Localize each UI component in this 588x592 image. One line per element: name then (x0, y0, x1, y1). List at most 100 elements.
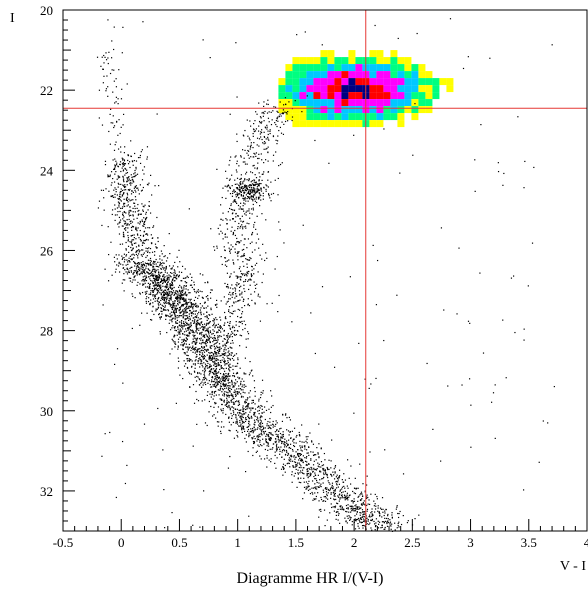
star-point (241, 293, 243, 295)
star-point (147, 268, 149, 270)
star-point (276, 118, 278, 120)
star-point (146, 255, 148, 257)
star-point (257, 190, 259, 192)
star-point (209, 352, 211, 354)
star-point (253, 224, 255, 226)
star-point (208, 374, 210, 376)
star-point (547, 422, 549, 424)
star-point (233, 326, 235, 329)
star-point (301, 445, 303, 447)
star-point (346, 511, 348, 513)
star-point (223, 329, 225, 332)
density-cell (418, 92, 426, 100)
star-point (131, 244, 133, 246)
star-point (252, 183, 255, 186)
star-point (124, 146, 126, 148)
star-point (279, 101, 281, 103)
star-point (279, 229, 281, 231)
star-point (202, 355, 204, 358)
star-point (267, 171, 269, 173)
star-point (390, 525, 392, 527)
star-point (182, 297, 184, 300)
star-point (333, 510, 335, 512)
star-point (233, 302, 235, 304)
star-point (252, 203, 254, 206)
density-cell (348, 71, 356, 79)
star-point (251, 429, 253, 432)
star-point (191, 303, 193, 305)
star-point (282, 433, 284, 436)
star-point (283, 104, 285, 106)
star-point (154, 271, 156, 274)
star-point (265, 148, 267, 150)
star-point (231, 296, 233, 298)
star-point (147, 300, 150, 303)
star-point (316, 468, 318, 470)
star-point (226, 377, 228, 380)
star-point (252, 200, 254, 202)
star-point (287, 430, 290, 432)
star-point (176, 308, 178, 310)
star-point (235, 414, 237, 416)
density-cell (411, 71, 419, 79)
star-point (153, 261, 155, 263)
star-point (141, 264, 144, 266)
star-point (261, 138, 263, 141)
star-point (297, 478, 299, 480)
star-point (123, 186, 126, 189)
star-point (216, 318, 218, 321)
density-cell (341, 78, 349, 86)
star-point (220, 326, 222, 328)
star-point (238, 268, 240, 270)
star-point (190, 349, 192, 352)
star-point (141, 179, 144, 181)
star-point (203, 346, 205, 348)
star-point (278, 221, 280, 223)
star-point (219, 379, 221, 381)
star-point (260, 122, 262, 124)
star-point (272, 447, 274, 449)
star-point (194, 364, 196, 366)
star-point (344, 517, 346, 519)
star-point (272, 192, 275, 195)
star-point (292, 450, 294, 452)
star-point (320, 461, 323, 463)
star-point (235, 196, 237, 198)
star-point (155, 308, 157, 310)
star-point (189, 359, 191, 361)
star-point (199, 378, 201, 381)
star-point (121, 157, 123, 159)
density-cell (439, 78, 447, 86)
star-point (130, 210, 132, 212)
star-point (122, 193, 125, 195)
star-point (180, 293, 182, 296)
star-point (115, 268, 117, 270)
star-point (160, 284, 162, 286)
star-point (137, 262, 139, 264)
star-point (144, 282, 146, 284)
star-point (188, 359, 190, 362)
star-point (253, 430, 255, 432)
star-point (176, 307, 179, 310)
star-point (259, 320, 262, 322)
star-point (285, 446, 288, 448)
star-point (255, 181, 257, 183)
star-point (178, 293, 180, 295)
star-point (307, 485, 310, 487)
star-point (378, 511, 380, 514)
star-point (261, 416, 263, 418)
star-point (242, 300, 244, 302)
star-point (178, 271, 180, 273)
star-point (164, 297, 166, 299)
star-point (249, 212, 251, 214)
star-point (190, 330, 192, 332)
star-point (256, 189, 258, 191)
star-point (211, 313, 213, 315)
star-point (98, 117, 100, 119)
star-point (223, 330, 225, 332)
star-point (191, 286, 193, 289)
star-point (226, 403, 228, 405)
star-point (143, 223, 145, 225)
star-point (249, 434, 251, 436)
star-point (181, 339, 183, 341)
